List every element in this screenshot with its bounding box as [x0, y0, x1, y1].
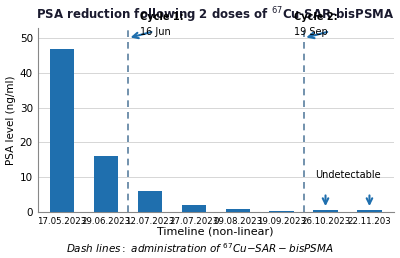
Text: Undetectable: Undetectable [315, 171, 380, 181]
Bar [138, 191, 162, 212]
X-axis label: Timeline (non-linear): Timeline (non-linear) [158, 227, 274, 237]
Bar [314, 211, 338, 212]
Bar [94, 156, 118, 212]
Bar [270, 211, 294, 212]
Bar [357, 211, 382, 212]
Bar [226, 208, 250, 212]
Bar [182, 205, 206, 212]
Text: Cycle 1:: Cycle 1: [140, 12, 184, 22]
Bar [50, 49, 74, 212]
Text: 19 Sep: 19 Sep [294, 27, 327, 37]
Text: Cycle 2:: Cycle 2: [294, 12, 337, 22]
Text: 16 Jun: 16 Jun [140, 27, 171, 37]
Title: PSA reduction following 2 doses of $^{67}$Cu-SAR-bisPSMA: PSA reduction following 2 doses of $^{67… [36, 6, 395, 25]
Text: $\it{Dash\ lines:\ administration\ of\ }$$\it{^{67}Cu}$$\it{-SAR-bisPSMA}$: $\it{Dash\ lines:\ administration\ of\ }… [66, 242, 334, 255]
Y-axis label: PSA level (ng/ml): PSA level (ng/ml) [6, 75, 16, 165]
